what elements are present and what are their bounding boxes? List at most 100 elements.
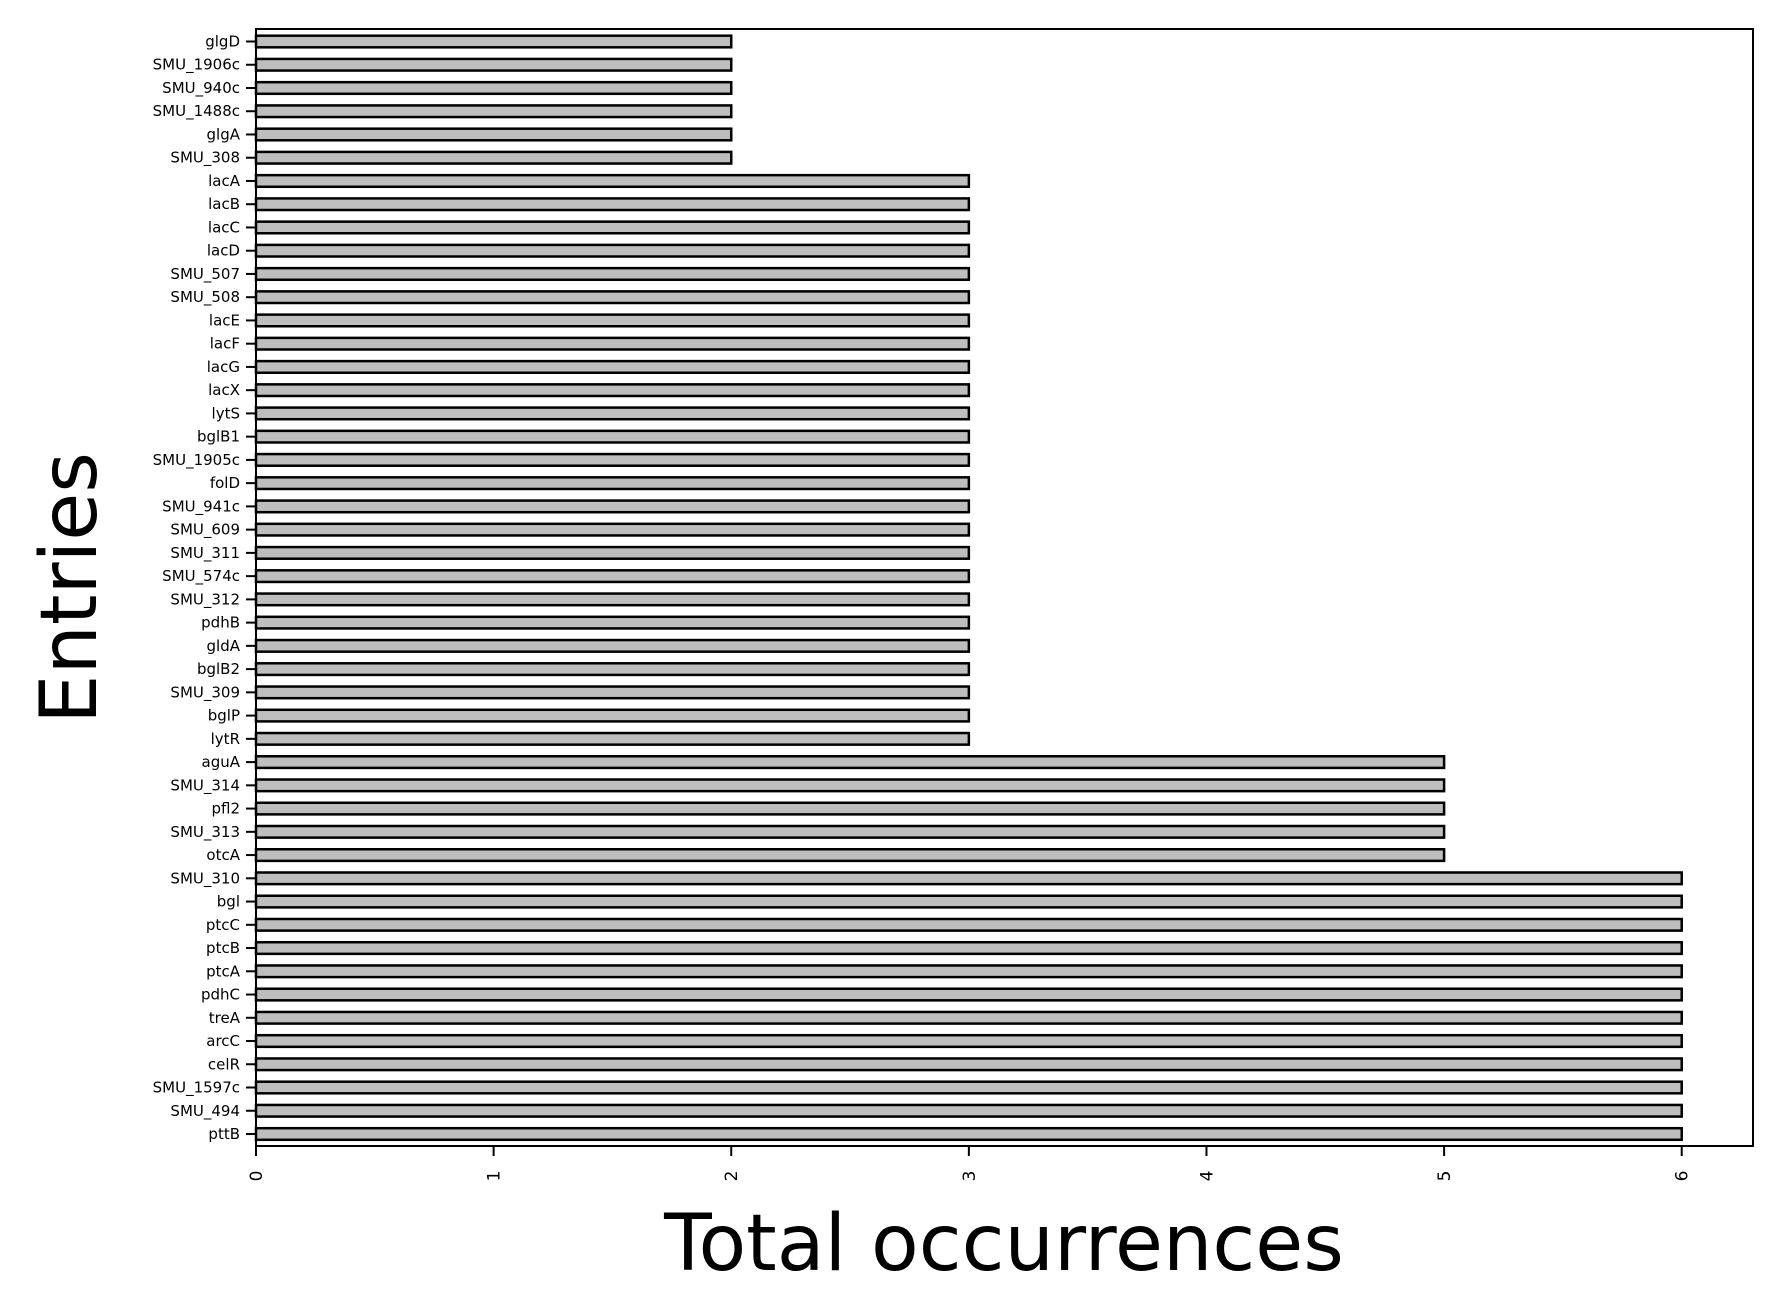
bar-SMU_508 <box>254 290 971 305</box>
y-tick-label: SMU_312 <box>170 590 240 609</box>
bar-SMU_310 <box>254 871 1683 886</box>
y-tick-label: SMU_1488c <box>153 102 240 121</box>
y-tick-label: SMU_574c <box>162 567 240 586</box>
bar-lacF <box>254 336 971 351</box>
bar-glgD <box>254 34 733 49</box>
bar-SMU_311 <box>254 545 971 560</box>
bar-lacD <box>254 243 971 258</box>
bar-lacX <box>254 383 971 398</box>
bar-SMU_313 <box>254 824 1446 839</box>
y-tick-label: SMU_314 <box>170 776 240 795</box>
y-tick-label: SMU_941c <box>162 497 240 516</box>
y-tick-label: lacF <box>210 335 240 353</box>
y-tick-label: SMU_507 <box>170 265 240 284</box>
bar-SMU_609 <box>254 522 971 537</box>
y-tick-label: glgD <box>205 33 240 51</box>
bar-SMU_309 <box>254 685 971 700</box>
y-tick-label: SMU_313 <box>170 823 240 842</box>
y-tick-label: SMU_1906c <box>153 56 240 75</box>
x-axis-ticks: 0 1 2 3 4 5 6 <box>247 1146 1693 1181</box>
y-tick-label: pfl2 <box>211 800 240 818</box>
y-tick-label: ptcA <box>206 962 241 980</box>
y-tick-label: ptcB <box>206 939 240 957</box>
x-axis-title: Total occurrences <box>663 1199 1344 1289</box>
y-tick-label: aguA <box>202 753 241 771</box>
plot-frame <box>255 28 1754 1147</box>
bar-lacC <box>254 220 971 235</box>
y-tick-label: SMU_494 <box>170 1102 240 1121</box>
bar-ptcC <box>254 917 1683 932</box>
bar-lacE <box>254 313 971 328</box>
y-tick-label: otcA <box>206 846 240 864</box>
x-tick-label: 2 <box>722 1171 742 1182</box>
y-tick-label: treA <box>209 1009 241 1027</box>
bar-bglB1 <box>254 429 971 444</box>
bar-aguA <box>254 755 1446 770</box>
y-tick-label: SMU_308 <box>170 149 240 168</box>
y-tick-label: lytR <box>211 730 240 748</box>
bar-lytS <box>254 406 971 421</box>
bar-SMU_494 <box>254 1103 1683 1118</box>
bar-bglB2 <box>254 662 971 677</box>
bar-SMU_574c <box>254 569 971 584</box>
y-tick-label: lacB <box>208 195 240 213</box>
bar-ptcA <box>254 964 1683 979</box>
y-tick-label: SMU_508 <box>170 288 240 307</box>
bar-pdhB <box>254 615 971 630</box>
y-tick-label: pdhC <box>201 986 240 1004</box>
y-tick-label: gldA <box>207 637 241 655</box>
bar-folD <box>254 476 971 491</box>
y-tick-label: pdhB <box>201 614 240 632</box>
y-tick-label: SMU_940c <box>162 79 240 98</box>
bar-lacA <box>254 173 971 189</box>
y-tick-label: lacD <box>207 242 240 260</box>
bar-SMU_1906c <box>254 57 733 72</box>
y-tick-label: bglB1 <box>197 428 240 446</box>
bar-treA <box>254 1010 1683 1025</box>
bar-lacG <box>254 359 971 374</box>
x-tick-label: 5 <box>1435 1171 1455 1182</box>
bar-gldA <box>254 638 971 653</box>
y-tick-label: bglP <box>208 707 240 725</box>
bar-SMU_1597c <box>254 1080 1683 1095</box>
bar-SMU_308 <box>254 150 733 165</box>
bar-SMU_1488c <box>254 104 733 119</box>
bar-lacB <box>254 197 971 212</box>
x-tick-label: 1 <box>485 1171 505 1182</box>
bar-bglP <box>254 708 971 723</box>
y-tick-label: lacE <box>209 311 240 329</box>
bar-pdhC <box>254 987 1683 1002</box>
bar-SMU_1905c <box>254 452 971 467</box>
bar-SMU_312 <box>254 592 971 607</box>
x-tick-label: 6 <box>1673 1171 1693 1182</box>
y-tick-label: SMU_1597c <box>153 1079 240 1098</box>
y-axis-ticks: glgD SMU_1906c SMU_940c SMU_1488c glgA SMU_30… <box>153 33 256 1143</box>
y-tick-label: glgA <box>207 125 241 143</box>
y-tick-label: lacA <box>208 172 241 190</box>
bar-ptcB <box>254 940 1683 956</box>
x-tick-label: 3 <box>960 1171 980 1182</box>
bar-SMU_507 <box>254 266 971 282</box>
x-tick-label: 0 <box>247 1171 267 1182</box>
bar-bgl <box>254 894 1683 909</box>
bar-SMU_941c <box>254 499 971 514</box>
y-tick-label: bglB2 <box>197 660 240 678</box>
bar-pttB <box>254 1126 1683 1142</box>
bars-group <box>254 34 1683 1142</box>
y-tick-label: SMU_309 <box>170 683 240 702</box>
bar-SMU_940c <box>254 80 733 96</box>
y-tick-label: SMU_311 <box>170 544 240 563</box>
y-tick-label: SMU_310 <box>170 869 240 888</box>
bar-celR <box>254 1057 1683 1072</box>
bar-pfl2 <box>254 801 1446 816</box>
bar-lytR <box>254 731 971 746</box>
y-tick-label: folD <box>210 474 240 492</box>
y-tick-label: SMU_1905c <box>153 451 240 470</box>
y-tick-label: arcC <box>206 1032 240 1050</box>
bar-SMU_314 <box>254 778 1446 793</box>
y-tick-label: lacC <box>208 218 240 236</box>
y-tick-label: SMU_609 <box>170 521 240 540</box>
y-tick-label: bgl <box>217 893 240 911</box>
x-tick-label: 4 <box>1197 1171 1217 1182</box>
